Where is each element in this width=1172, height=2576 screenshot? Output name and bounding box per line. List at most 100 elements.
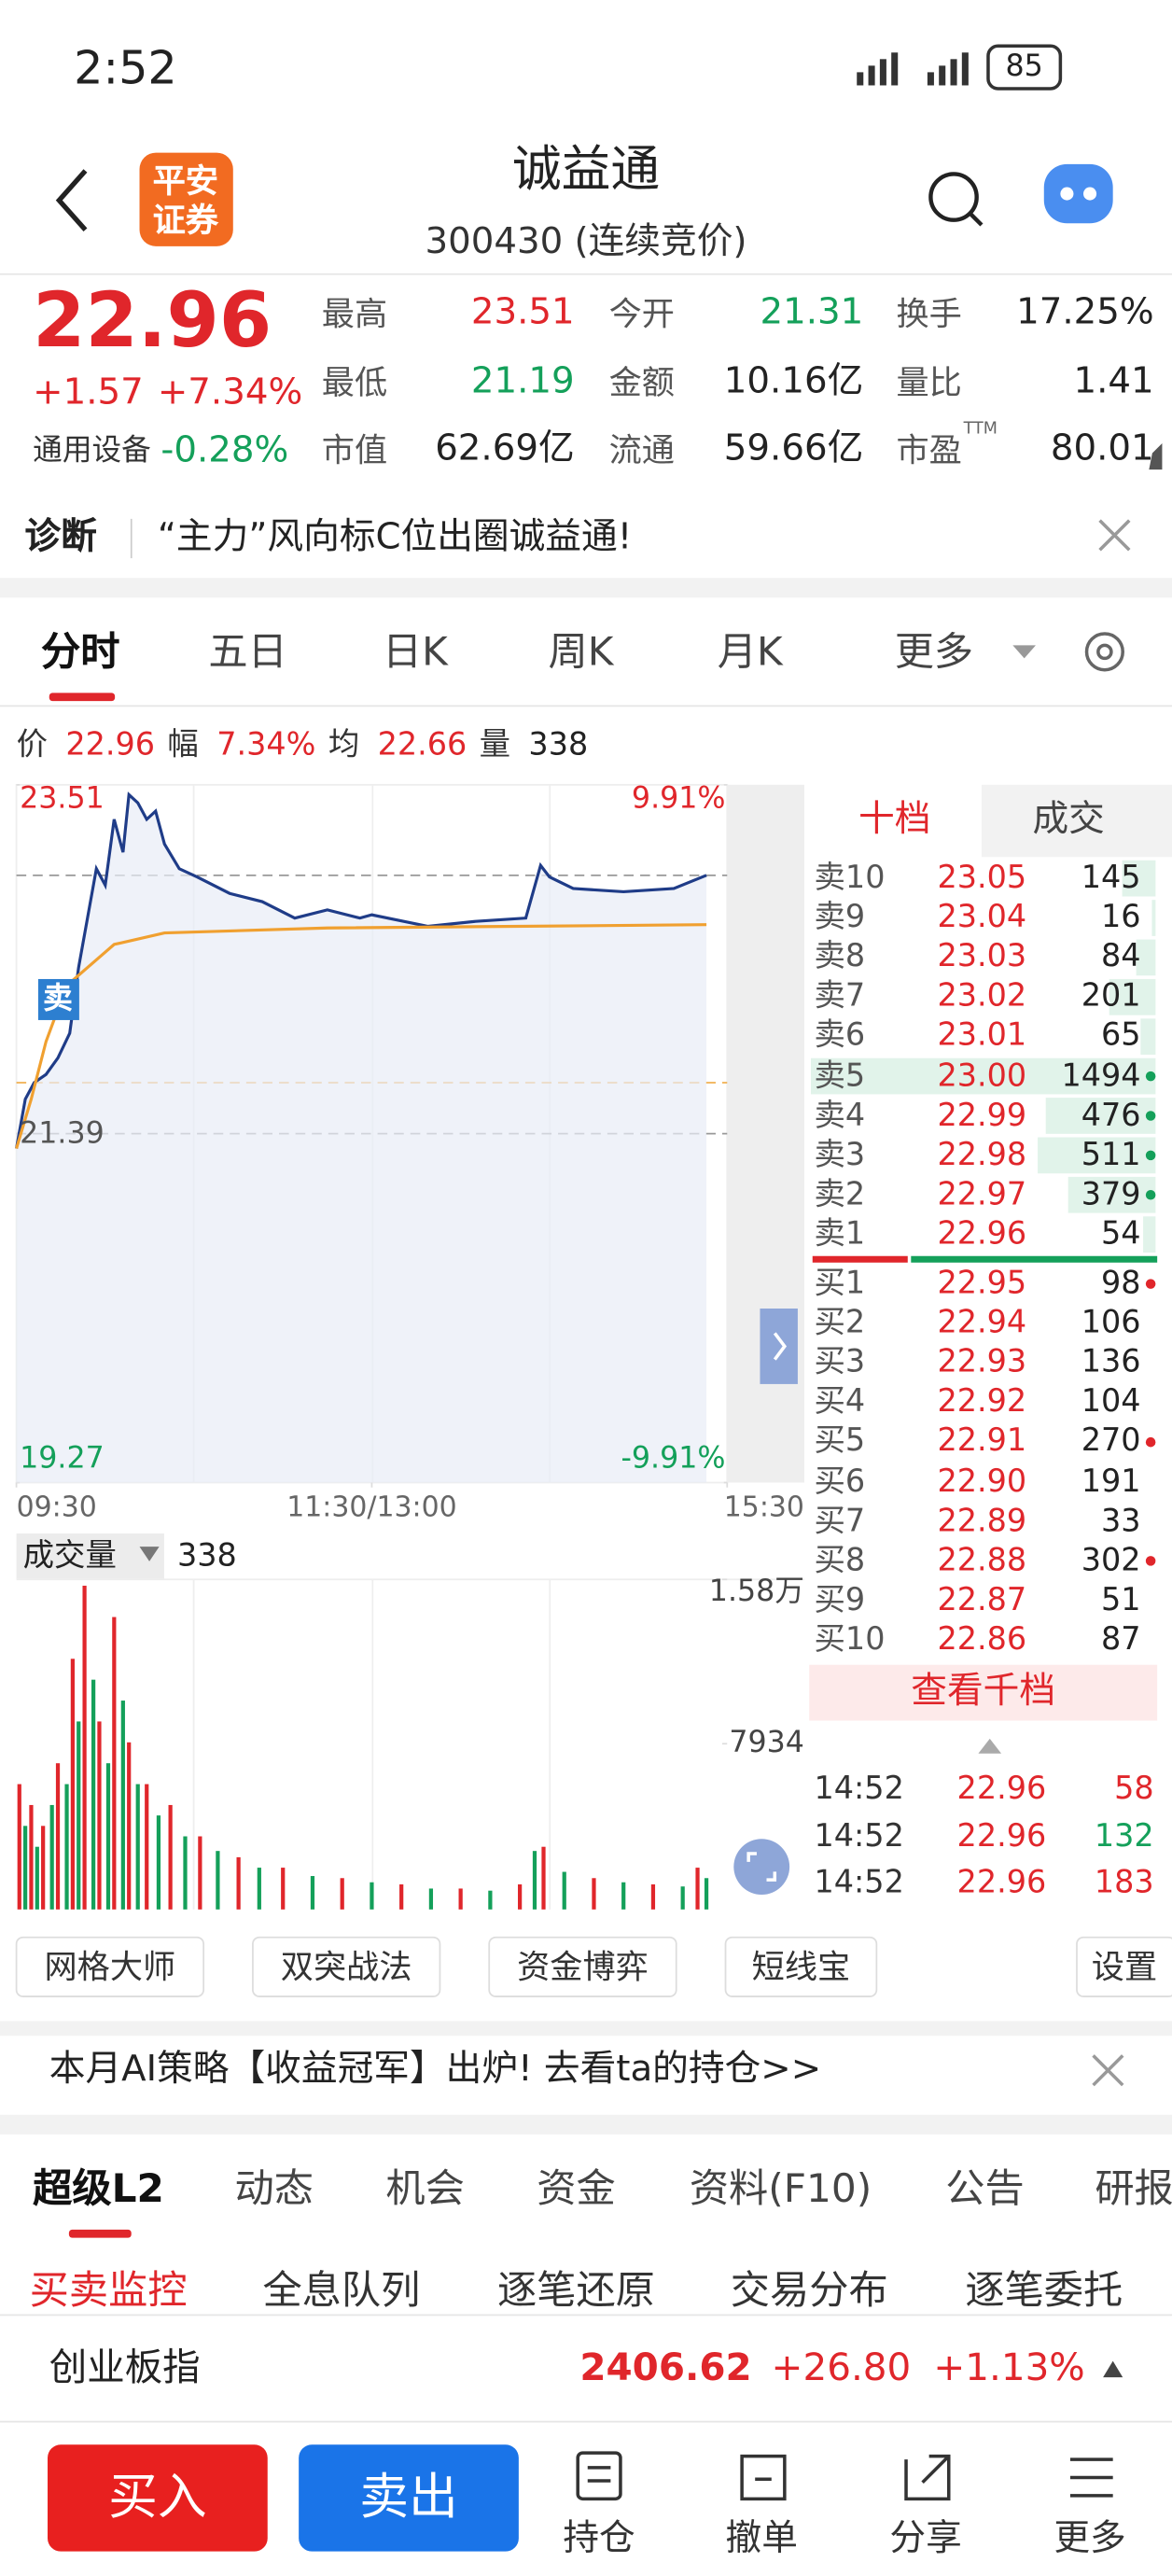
y-tick-label: 23.51 <box>20 781 105 817</box>
expand-icon <box>746 1852 777 1882</box>
sub-tab[interactable]: 买卖监控 <box>29 2267 188 2314</box>
expand[interactable] <box>1103 2360 1123 2378</box>
collapse-button[interactable] <box>760 1309 798 1384</box>
book-price: 22.91 <box>937 1422 1027 1460</box>
volume-select[interactable] <box>16 1533 164 1580</box>
dropdown[interactable] <box>1012 645 1036 659</box>
chart-tab[interactable]: 周K <box>548 628 614 675</box>
section-tab[interactable]: 机会 <box>385 2165 465 2212</box>
volume-depth <box>1067 1176 1156 1213</box>
volume-bar <box>156 1815 161 1910</box>
section-tab[interactable]: 动态 <box>234 2165 314 2212</box>
tool-button[interactable] <box>15 1936 205 1997</box>
signal <box>857 52 969 86</box>
trade-price: 22.96 <box>956 1817 1047 1855</box>
close-button[interactable] <box>1098 519 1131 552</box>
trade-volume: 132 <box>1094 1817 1154 1855</box>
tool-button[interactable] <box>252 1936 441 1997</box>
section-tab[interactable]: 超级L2 <box>33 2165 164 2212</box>
book-volume: 511 <box>1081 1136 1141 1173</box>
nav-label[interactable]: 分享 <box>889 2518 962 2560</box>
book-volume: 87 <box>1101 1620 1141 1658</box>
summary-label: 价 <box>16 726 49 763</box>
nav-label[interactable]: 撤单 <box>725 2518 798 2560</box>
sector: 通用设备 <box>33 433 151 469</box>
section-tab[interactable]: 资料(F10) <box>689 2165 872 2212</box>
chart-tab[interactable]: 五日 <box>208 628 287 675</box>
summary-label: 量 <box>479 726 511 763</box>
volume-value: 338 <box>176 1537 237 1575</box>
search-icon[interactable] <box>928 172 979 222</box>
robot-eye <box>1083 187 1097 201</box>
volume-label: 成交量 <box>22 1537 117 1575</box>
chart-tab[interactable]: 月K <box>717 628 783 675</box>
book-volume: 65 <box>1101 1017 1141 1055</box>
tool-button[interactable] <box>724 1936 878 1997</box>
book-level: 买6 <box>814 1463 866 1500</box>
diagnosis-text[interactable]: “主力”风向标C位出圈诚益通! <box>157 517 633 559</box>
collapse-arrow <box>773 1332 788 1361</box>
book-level: 卖8 <box>814 938 866 975</box>
settings-button[interactable] <box>1076 1936 1172 1997</box>
stat-label: 市盈 <box>896 429 962 470</box>
volume-depth <box>1143 1216 1156 1253</box>
book-volume: 201 <box>1081 978 1141 1015</box>
book-volume: 476 <box>1081 1097 1141 1133</box>
book-level: 卖5 <box>814 1057 866 1094</box>
volume-bar <box>97 1721 102 1910</box>
settings-label[interactable]: 设置 <box>1091 1947 1158 1987</box>
volume-bar <box>562 1871 566 1910</box>
volume-tick-label: 7934 <box>729 1725 804 1760</box>
robot-icon[interactable] <box>1043 163 1113 224</box>
tool-label[interactable]: 短线宝 <box>751 1947 851 1987</box>
settings-icon[interactable] <box>1084 632 1124 672</box>
volume-bar <box>70 1659 76 1910</box>
volume-bar <box>41 1826 46 1910</box>
tool-label[interactable]: 资金博弈 <box>517 1947 649 1987</box>
sub-tab[interactable]: 逐笔委托 <box>965 2267 1123 2314</box>
buy-label[interactable]: 买入 <box>108 2469 207 2527</box>
sell-button[interactable] <box>299 2444 519 2552</box>
chart-tab[interactable]: 分时 <box>40 628 120 675</box>
scroll-up[interactable] <box>978 1738 1002 1754</box>
summary-value: 22.96 <box>65 726 156 763</box>
volume-bar <box>281 1868 286 1910</box>
sell-label[interactable]: 卖出 <box>359 2469 458 2527</box>
book-level: 卖10 <box>814 859 886 896</box>
book-volume: 16 <box>1101 899 1141 935</box>
ttm: TTM <box>963 420 998 439</box>
tool-label[interactable]: 网格大师 <box>44 1947 176 1987</box>
section-tab[interactable]: 公告 <box>945 2165 1025 2212</box>
trade-volume: 58 <box>1114 1771 1154 1807</box>
nav-label[interactable]: 持仓 <box>563 2518 635 2560</box>
chart-tab[interactable]: 日K <box>382 628 448 675</box>
banner-text[interactable]: 本月AI策略【收益冠军】出炉! 去看ta的持仓>> <box>49 2049 822 2091</box>
more-button[interactable] <box>809 1664 1158 1721</box>
book-tab[interactable]: 十档 <box>858 799 931 841</box>
trade-time: 14:52 <box>814 1771 904 1807</box>
tool-label[interactable]: 双突战法 <box>280 1947 412 1987</box>
chart-tab[interactable]: 更多 <box>894 628 974 675</box>
back-button[interactable] <box>55 169 88 232</box>
buy-button[interactable] <box>48 2444 268 2552</box>
sub-tab[interactable]: 交易分布 <box>730 2267 888 2314</box>
section-tab[interactable]: 研报 <box>1095 2165 1172 2212</box>
nav-label[interactable]: 更多 <box>1053 2518 1126 2560</box>
book-volume: 84 <box>1101 938 1141 975</box>
stat-label: 今开 <box>608 293 675 334</box>
close-button[interactable] <box>1092 2054 1124 2087</box>
section-tab[interactable]: 资金 <box>537 2165 616 2212</box>
volume-bar <box>518 1883 523 1910</box>
expand-button[interactable] <box>733 1839 790 1896</box>
more-button-text[interactable]: 查看千档 <box>911 1671 1056 1713</box>
tool-button[interactable] <box>488 1936 677 1997</box>
book-price: 22.93 <box>937 1344 1027 1380</box>
sub-tab[interactable]: 逐笔还原 <box>497 2267 655 2314</box>
stat-value: 1.41 <box>1073 361 1154 402</box>
book-tab[interactable]: 成交 <box>1032 799 1105 841</box>
book-volume: 98 <box>1101 1265 1141 1302</box>
summary-value: 22.66 <box>377 726 467 763</box>
sub-tab[interactable]: 全息队列 <box>262 2267 421 2314</box>
